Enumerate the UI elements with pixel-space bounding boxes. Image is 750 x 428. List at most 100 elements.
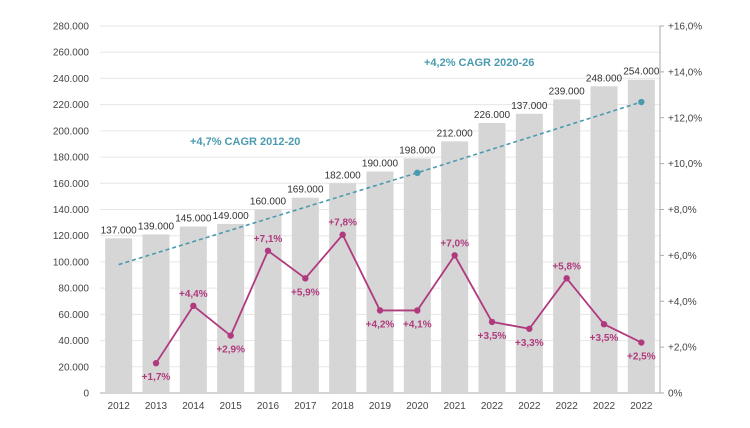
growth-label: +7,8% <box>328 218 357 229</box>
cagr-trend-line <box>118 101 642 266</box>
bar <box>217 223 245 393</box>
growth-marker <box>152 359 160 367</box>
bar <box>627 79 655 393</box>
growth-label: +2,5% <box>627 352 656 363</box>
left-tick-label: 260.000 <box>53 48 90 59</box>
growth-marker <box>563 275 570 282</box>
growth-label: +7,1% <box>254 234 283 245</box>
right-tick-label: +14,0% <box>668 67 702 78</box>
x-tick-label: 2019 <box>369 401 392 412</box>
growth-label: +4,4% <box>179 289 208 300</box>
growth-marker <box>451 252 458 259</box>
bar <box>366 171 394 393</box>
right-tick-label: +4,0% <box>668 297 697 308</box>
x-tick-label: 2020 <box>406 401 429 412</box>
x-tick-label: 2022 <box>630 401 653 412</box>
left-tick-label: 80.000 <box>58 284 89 295</box>
x-tick-label: 2022 <box>518 401 541 412</box>
x-tick-label: 2022 <box>481 401 504 412</box>
cagr-marker-end <box>638 98 645 106</box>
bar-value-label: 212.000 <box>437 128 474 139</box>
bar <box>291 197 319 393</box>
cagr-label-2020-26: +4,2% CAGR 2020-26 <box>424 57 534 69</box>
growth-label: +7,0% <box>440 238 469 249</box>
x-tick-label: 2012 <box>108 401 131 412</box>
growth-marker <box>190 302 197 310</box>
bar <box>441 141 469 393</box>
right-tick-label: +16,0% <box>668 22 702 33</box>
growth-marker <box>638 339 645 346</box>
right-tick-label: +6,0% <box>668 251 697 262</box>
x-axis: 2012 2013 2014 2015 2016 2017 2018 2019 2020 2021… <box>108 401 653 412</box>
x-tick-label: 2018 <box>332 401 355 412</box>
right-tick-label: 0% <box>668 389 683 400</box>
bar <box>515 113 543 393</box>
x-tick-label: 2014 <box>182 401 205 412</box>
growth-marker <box>302 275 309 282</box>
bar-value-label: 137.000 <box>101 225 138 236</box>
cagr-trend <box>118 98 645 266</box>
bar <box>403 158 431 393</box>
growth-marker <box>339 231 346 238</box>
x-tick-label: 2016 <box>257 401 280 412</box>
x-tick-label: 2015 <box>220 401 243 412</box>
bar-value-label: 139.000 <box>138 221 175 232</box>
bar-value-label: 149.000 <box>213 211 250 222</box>
bar-value-label: 254.000 <box>623 67 660 78</box>
x-tick-label: 2013 <box>145 401 168 412</box>
right-tick-label: +8,0% <box>668 205 697 216</box>
growth-line <box>155 233 642 364</box>
bar-value-label: 169.000 <box>287 185 324 196</box>
bar <box>590 86 618 394</box>
bar-value-label: 190.000 <box>362 158 399 169</box>
bar <box>478 122 506 393</box>
left-tick-label: 60.000 <box>58 310 89 321</box>
growth-label: +5,9% <box>291 287 320 298</box>
bar-value-label: 137.000 <box>511 101 548 112</box>
bar-value-label: 160.000 <box>250 197 287 208</box>
growth-marker <box>227 332 234 339</box>
growth-label: +3,3% <box>515 338 544 349</box>
growth-label: +3,5% <box>590 333 619 344</box>
left-tick-label: 200.000 <box>53 126 90 137</box>
left-tick-label: 220.000 <box>53 100 90 111</box>
left-tick-label: 140.000 <box>53 205 90 216</box>
left-tick-label: 240.000 <box>53 74 90 85</box>
left-axis: 0 20.000 40.000 60.000 80.000 100.000 120.000 1… <box>53 22 90 400</box>
right-tick-label: +2,0% <box>668 343 697 354</box>
bar <box>179 226 207 393</box>
growth-label: +1,7% <box>142 372 171 383</box>
bar <box>329 183 357 393</box>
bar-value-label: 226.000 <box>474 110 511 121</box>
x-tick-label: 2022 <box>593 401 616 412</box>
bar-value-label: 145.000 <box>175 214 212 225</box>
left-tick-label: 180.000 <box>53 153 90 164</box>
right-tick-label: +12,0% <box>668 113 702 124</box>
cagr-marker-2020 <box>414 169 421 176</box>
x-tick-label: 2017 <box>294 401 317 412</box>
cagr-label-2012-20: +4,7% CAGR 2012-20 <box>190 136 300 148</box>
left-tick-label: 40.000 <box>58 336 89 347</box>
bar-value-label: 248.000 <box>586 73 623 84</box>
growth-marker <box>376 307 384 314</box>
growth-label: +5,8% <box>552 261 581 272</box>
left-tick-label: 120.000 <box>53 231 90 242</box>
left-tick-label: 20.000 <box>58 362 89 373</box>
right-axis: 0% +2,0% +4,0% +6,0% +8,0% +10,0% +12,0% +14,0%… <box>660 22 702 400</box>
growth-label: +2,9% <box>216 345 245 356</box>
left-tick-label: 160.000 <box>53 179 90 190</box>
bar-value-label: 198.000 <box>399 145 436 156</box>
left-tick-label: 100.000 <box>53 257 90 268</box>
growth-marker <box>264 247 272 254</box>
left-tick-label: 280.000 <box>53 22 90 33</box>
growth-label: +4,2% <box>366 319 395 330</box>
growth-marker <box>414 307 421 314</box>
bar <box>553 99 581 394</box>
right-tick-label: +10,0% <box>668 159 702 170</box>
growth-marker <box>488 318 496 326</box>
growth-marker <box>526 325 533 332</box>
bar <box>254 209 282 393</box>
x-tick-label: 2022 <box>556 401 579 412</box>
growth-series: +1,7% +4,4% +2,9% +7,1% +5,9% +7,8% +4,2% +4,1%… <box>142 218 656 383</box>
